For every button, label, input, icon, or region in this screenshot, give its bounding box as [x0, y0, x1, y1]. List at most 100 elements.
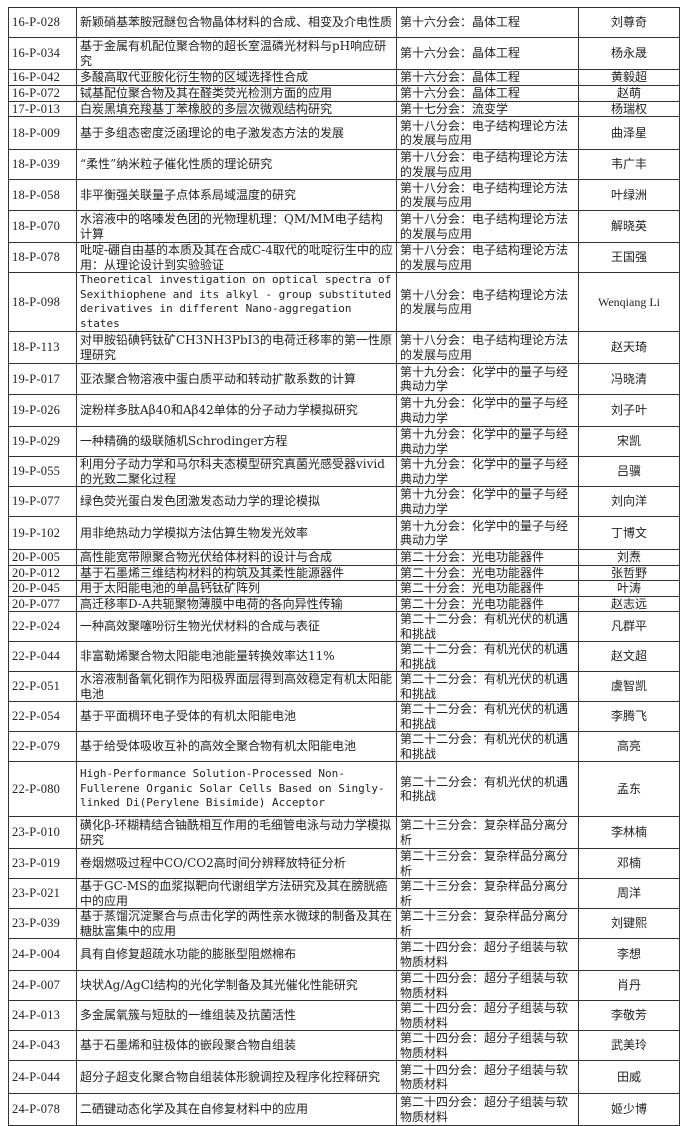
poster-code: 16-P-072	[8, 85, 77, 102]
table-row: 18-P-009 基于多组态密度泛函理论的电子激发态方法的发展 第十八分会：电子结构…	[8, 116, 680, 150]
author-name: 韦广丰	[578, 149, 680, 180]
author-name: 叶绿洲	[578, 179, 680, 211]
poster-title: 基于GC-MS的血浆拟靶向代谢组学方法研究及其在膀胱癌中的应用	[76, 878, 397, 909]
poster-code: 22-P-080	[8, 761, 77, 817]
session-name: 第十八分会：电子结构理论方法的发展与应用	[396, 149, 579, 180]
table-row: 19-P-055 利用分子动力学和马尔科夫态模型研究真菌光感受器vivid的光致二…	[8, 456, 680, 487]
poster-title: 基于给受体吸收互补的高效全聚合物有机太阳能电池	[76, 731, 397, 762]
poster-title: 二硒键动态化学及其在自修复材料中的应用	[76, 1093, 397, 1126]
poster-code: 18-P-098	[8, 272, 77, 332]
session-name: 第二十分会：光电功能器件	[396, 564, 579, 581]
session-name: 第十八分会：电子结构理论方法的发展与应用	[396, 272, 579, 332]
author-name: 吕骥	[578, 456, 680, 487]
author-name: 李敬芳	[578, 1000, 680, 1031]
poster-code: 19-P-077	[8, 486, 77, 517]
poster-code: 23-P-010	[8, 816, 77, 849]
poster-code: 20-P-005	[8, 549, 77, 566]
poster-code: 18-P-039	[8, 149, 77, 180]
session-name: 第二十分会：光电功能器件	[396, 595, 579, 612]
table-row: 23-P-010 磺化β-环糊精结合铀酰相互作用的毛细管电泳与动力学模拟研究 第二十…	[8, 816, 680, 849]
poster-code: 19-P-017	[8, 363, 77, 395]
table-row: 22-P-024 一种高效聚噻吩衍生物光伏材料的合成与表征 第二十二分会：有机光伏的…	[8, 611, 680, 642]
session-name: 第十九分会：化学中的量子与经典动力学	[396, 426, 579, 457]
poster-code: 20-P-045	[8, 580, 77, 597]
table-row: 20-P-005 高性能宽带隙聚合物光伏给体材料的设计与合成 第二十分会：光电功能器…	[8, 549, 680, 566]
poster-title: 用于太阳能电池的单晶钙钛矿阵列	[76, 580, 397, 597]
author-name: Wenqiang Li	[578, 272, 680, 332]
table-row: 18-P-058 非平衡强关联量子点体系局域温度的研究 第十八分会：电子结构理论方法…	[8, 179, 680, 211]
session-name: 第十八分会：电子结构理论方法的发展与应用	[396, 179, 579, 211]
author-name: 肖丹	[578, 970, 680, 1001]
poster-code: 23-P-019	[8, 848, 77, 879]
table-row: 24-P-013 多金属氧簇与短肽的一维组装及抗菌活性 第二十四分会：超分子组装与软…	[8, 1000, 680, 1031]
poster-title: 水溶液制备氧化铜作为阳极界面层得到高效稳定有机太阳能电池	[76, 671, 397, 702]
table-row: 20-P-045 用于太阳能电池的单晶钙钛矿阵列 第二十分会：光电功能器件 叶涛	[8, 580, 680, 597]
author-name: 虞智凯	[578, 671, 680, 702]
author-name: 周洋	[578, 878, 680, 909]
session-name: 第十九分会：化学中的量子与经典动力学	[396, 516, 579, 550]
poster-code: 24-P-044	[8, 1060, 77, 1094]
poster-code: 23-P-039	[8, 908, 77, 939]
poster-title: 淀粉样多肽Aβ40和Aβ42单体的分子动力学模拟研究	[76, 394, 397, 427]
author-name: 赵志远	[578, 595, 680, 612]
author-name: 丁博文	[578, 516, 680, 550]
session-name: 第二十三分会：复杂样品分离分析	[396, 908, 579, 939]
poster-code: 24-P-007	[8, 970, 77, 1001]
author-name: 宋凯	[578, 426, 680, 457]
poster-title: 非富勒烯聚合物太阳能电池能量转换效率达11%	[76, 641, 397, 672]
author-name: 武美玲	[578, 1030, 680, 1061]
author-name: 赵萌	[578, 85, 680, 102]
poster-title: 新颖硝基苯胺冠醚包合物晶体材料的合成、相变及介电性质	[76, 7, 397, 38]
author-name: 高亮	[578, 731, 680, 762]
table-row: 22-P-044 非富勒烯聚合物太阳能电池能量转换效率达11% 第二十二分会：有机光…	[8, 641, 680, 672]
poster-title: 高迁移率D-A共轭聚物薄膜中电荷的各向异性传输	[76, 595, 397, 612]
session-name: 第十六分会：晶体工程	[396, 85, 579, 102]
poster-code: 16-P-034	[8, 37, 77, 70]
session-name: 第十九分会：化学中的量子与经典动力学	[396, 456, 579, 487]
table-row: 23-P-039 基于蒸馏沉淀聚合与点击化学的两性亲水微球的制备及其在糖肽富集中的…	[8, 908, 680, 939]
author-name: 黄毅超	[578, 69, 680, 86]
session-name: 第二十二分会：有机光伏的机遇和挑战	[396, 731, 579, 762]
poster-code: 22-P-054	[8, 701, 77, 732]
session-name: 第十七分会：流变学	[396, 100, 579, 117]
table-row: 22-P-051 水溶液制备氧化铜作为阳极界面层得到高效稳定有机太阳能电池 第二十二…	[8, 671, 680, 702]
poster-title: 亚浓聚合物溶液中蛋白质平动和转动扩散系数的计算	[76, 363, 397, 395]
table-row: 18-P-078 吡啶-硼自由基的本质及其在合成C-4取代的吡啶衍生中的应用：从理…	[8, 242, 680, 273]
poster-code: 24-P-043	[8, 1030, 77, 1061]
poster-code: 19-P-029	[8, 426, 77, 457]
session-name: 第十八分会：电子结构理论方法的发展与应用	[396, 116, 579, 150]
table-row: 18-P-098 Theoretical investigation on opt…	[8, 272, 680, 332]
author-name: 李林楠	[578, 816, 680, 849]
session-name: 第十六分会：晶体工程	[396, 37, 579, 70]
poster-title: 水溶液中的咯嗪发色团的光物理机理：QM/MM电子结构计算	[76, 210, 397, 243]
session-name: 第十八分会：电子结构理论方法的发展与应用	[396, 210, 579, 243]
author-name: 曲泽星	[578, 116, 680, 150]
poster-code: 18-P-009	[8, 116, 77, 150]
author-name: 叶涛	[578, 580, 680, 597]
session-name: 第二十三分会：复杂样品分离分析	[396, 816, 579, 849]
author-name: 刘尊奇	[578, 7, 680, 38]
poster-title: 多酸高取代亚胺化衍生物的区域选择性合成	[76, 69, 397, 86]
poster-title: 非平衡强关联量子点体系局域温度的研究	[76, 179, 397, 211]
session-name: 第十六分会：晶体工程	[396, 69, 579, 86]
poster-title: 卷烟燃吸过程中CO/CO2高时间分辨释放特征分析	[76, 848, 397, 879]
session-name: 第二十二分会：有机光伏的机遇和挑战	[396, 701, 579, 732]
poster-title: 基于石墨烯三维结构材料的构筑及其柔性能源器件	[76, 564, 397, 581]
author-name: 姬少博	[578, 1093, 680, 1126]
session-name: 第二十四分会：超分子组装与软物质材料	[396, 970, 579, 1001]
author-name: 杨瑞权	[578, 100, 680, 117]
table-row: 24-P-078 二硒键动态化学及其在自修复材料中的应用 第二十四分会：超分子组装与…	[8, 1093, 680, 1126]
poster-code: 19-P-055	[8, 456, 77, 487]
session-name: 第二十四分会：超分子组装与软物质材料	[396, 1060, 579, 1094]
author-name: 刘子叶	[578, 394, 680, 427]
table-row: 23-P-021 基于GC-MS的血浆拟靶向代谢组学方法研究及其在膀胱癌中的应用第…	[8, 878, 680, 909]
poster-title: 利用分子动力学和马尔科夫态模型研究真菌光感受器vivid的光致二聚化过程	[76, 456, 397, 487]
author-name: 邓楠	[578, 848, 680, 879]
poster-title: 铽基配位聚合物及其在醛类荧光检测方面的应用	[76, 85, 397, 102]
poster-code: 19-P-026	[8, 394, 77, 427]
poster-code: 16-P-042	[8, 69, 77, 86]
author-name: 孟东	[578, 761, 680, 817]
session-name: 第二十三分会：复杂样品分离分析	[396, 878, 579, 909]
session-name: 第十九分会：化学中的量子与经典动力学	[396, 363, 579, 395]
author-name: 李想	[578, 938, 680, 971]
